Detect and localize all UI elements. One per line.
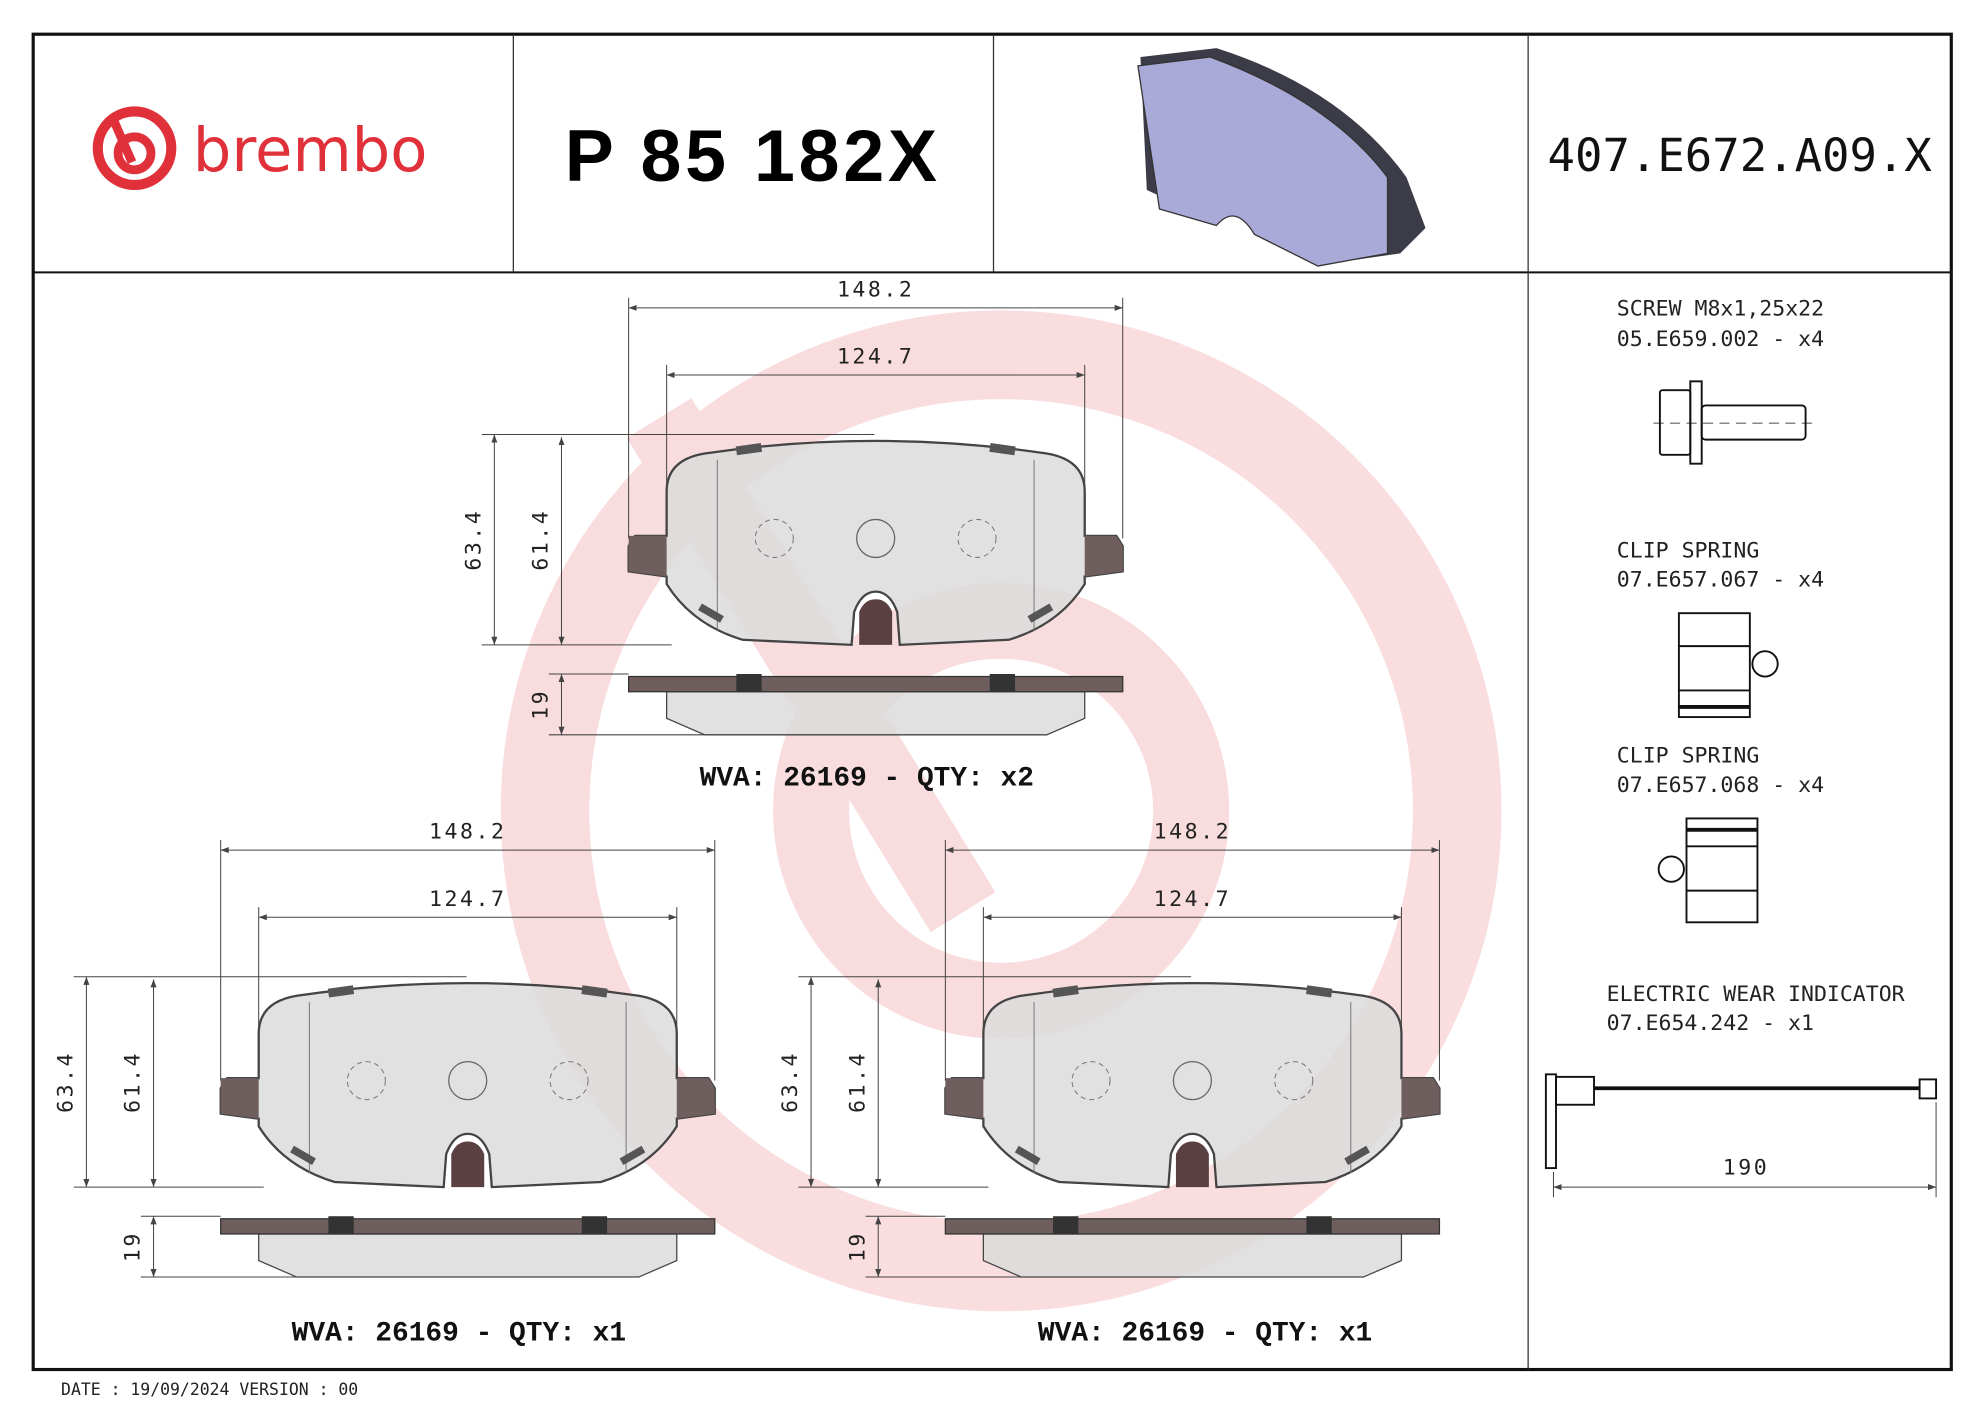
accessory-code: 07.E657.068 - x4 <box>1617 773 1824 798</box>
wear-indicator-length: 190 <box>1723 1155 1769 1180</box>
dimension-height-inner: 61.4 <box>845 1051 870 1113</box>
accessory-name: CLIP SPRING <box>1617 538 1759 563</box>
brake-pad-3d-image <box>1137 48 1426 267</box>
dimension-width-outer: 148.2 <box>1154 820 1231 845</box>
accessory-clip-spring-1: CLIP SPRING 07.E657.067 - x4 <box>1617 538 1824 719</box>
drawing-frame <box>31 32 1953 1372</box>
screw-icon <box>1653 380 1819 465</box>
pad-front-view <box>627 439 1124 647</box>
dimension-height-outer: 63.4 <box>778 1051 803 1113</box>
reference-code: 407.E672.A09.X <box>1548 129 1933 182</box>
dimension-width-inner: 124.7 <box>837 345 914 370</box>
clip-spring-icon <box>1657 817 1759 924</box>
brembo-logo: brembo <box>92 106 428 191</box>
date-version: DATE : 19/09/2024 VERSION : 00 <box>61 1380 358 1399</box>
wear-indicator-icon <box>1544 1073 1938 1170</box>
wva-quantity-label: WVA: 26169 - QTY: x1 <box>292 1318 626 1349</box>
dimension-thickness: 19 <box>529 689 554 720</box>
accessory-code: 07.E657.067 - x4 <box>1617 568 1824 593</box>
accessory-screw: SCREW M8x1,25x22 05.E659.002 - x4 <box>1617 296 1824 465</box>
dimension-height-outer: 63.4 <box>53 1051 78 1113</box>
brand-name: brembo <box>193 116 428 186</box>
clip-spring-icon <box>1677 612 1779 719</box>
dimension-height-inner: 61.4 <box>121 1051 146 1113</box>
accessory-name: CLIP SPRING <box>1617 744 1759 769</box>
accessory-name: SCREW M8x1,25x22 <box>1617 296 1824 321</box>
dimension-width-outer: 148.2 <box>429 820 506 845</box>
brake-pad-drawing: 148.2 124.7 63.4 61.4 19 <box>461 277 1124 736</box>
accessory-clip-spring-2: CLIP SPRING 07.E657.068 - x4 <box>1617 744 1824 924</box>
accessory-code: 07.E654.242 - x1 <box>1607 1011 1814 1036</box>
brake-pad-drawing: 148.2 124.7 63.4 61.4 19 <box>53 820 716 1278</box>
dimension-width-outer: 148.2 <box>837 277 914 302</box>
dimension-width-inner: 124.7 <box>429 887 506 912</box>
pad-side-view <box>944 1216 1441 1278</box>
dimension-height-inner: 61.4 <box>529 509 554 571</box>
pad-front-view <box>944 982 1441 1189</box>
pad-side-view <box>220 1216 716 1278</box>
dimension-height-outer: 63.4 <box>461 509 486 571</box>
pad-front-view <box>219 982 716 1189</box>
accessory-wear-indicator: ELECTRIC WEAR INDICATOR 07.E654.242 - x1… <box>1544 982 1938 1198</box>
dimension-thickness: 19 <box>121 1231 146 1262</box>
wva-quantity-label: WVA: 26169 - QTY: x2 <box>700 763 1034 794</box>
wva-quantity-label: WVA: 26169 - QTY: x1 <box>1038 1318 1372 1349</box>
pad-side-view <box>627 673 1124 736</box>
accessory-code: 05.E659.002 - x4 <box>1617 327 1824 352</box>
part-number: P 85 182X <box>565 114 941 197</box>
dimension-width-inner: 124.7 <box>1154 887 1231 912</box>
brake-pad-drawing: 148.2 124.7 63.4 61.4 19 <box>778 820 1441 1278</box>
dimension-thickness: 19 <box>845 1231 870 1262</box>
accessory-name: ELECTRIC WEAR INDICATOR <box>1607 982 1905 1007</box>
